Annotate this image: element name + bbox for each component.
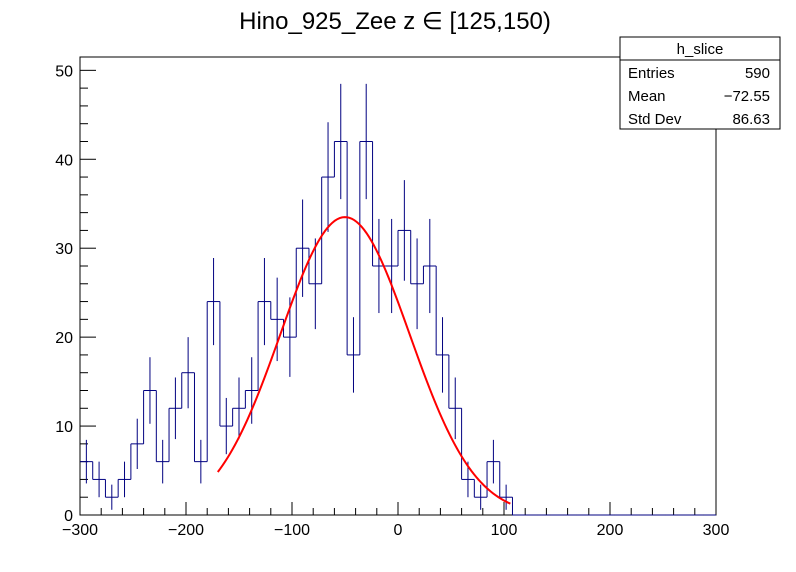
y-tick-label: 10 <box>55 419 73 436</box>
y-tick-label: 40 <box>55 152 73 169</box>
stats-entries-label: Entries <box>628 65 675 82</box>
x-tick-label: −300 <box>62 522 98 539</box>
y-tick-label: 30 <box>55 241 73 258</box>
stats-mean-label: Mean <box>628 88 666 105</box>
y-tick-label: 50 <box>55 63 73 80</box>
stats-mean-value: −72.55 <box>724 88 770 105</box>
x-tick-label: 300 <box>703 522 730 539</box>
chart-title: Hino_925_Zee z ∈ [125,150) <box>239 8 551 35</box>
y-axis: 0 10 20 30 40 50 <box>55 63 96 525</box>
stats-title: h_slice <box>677 41 724 58</box>
x-axis: −300 −200 −100 0 100 200 300 <box>62 502 729 539</box>
y-tick-label: 20 <box>55 330 73 347</box>
x-tick-label: 200 <box>597 522 624 539</box>
x-tick-label: −200 <box>168 522 204 539</box>
error-bars <box>85 83 507 510</box>
stats-stddev-label: Std Dev <box>628 111 682 128</box>
x-tick-label: −100 <box>274 522 310 539</box>
y-tick-label: 0 <box>64 508 73 525</box>
fit-curve <box>216 216 511 505</box>
x-tick-label: 100 <box>491 522 518 539</box>
stats-entries-value: 590 <box>745 65 770 82</box>
histogram-series <box>80 140 716 516</box>
stats-stddev-value: 86.63 <box>732 111 770 128</box>
x-tick-label: 0 <box>394 522 403 539</box>
stats-box: h_slice Entries 590 Mean −72.55 Std Dev … <box>619 36 781 130</box>
